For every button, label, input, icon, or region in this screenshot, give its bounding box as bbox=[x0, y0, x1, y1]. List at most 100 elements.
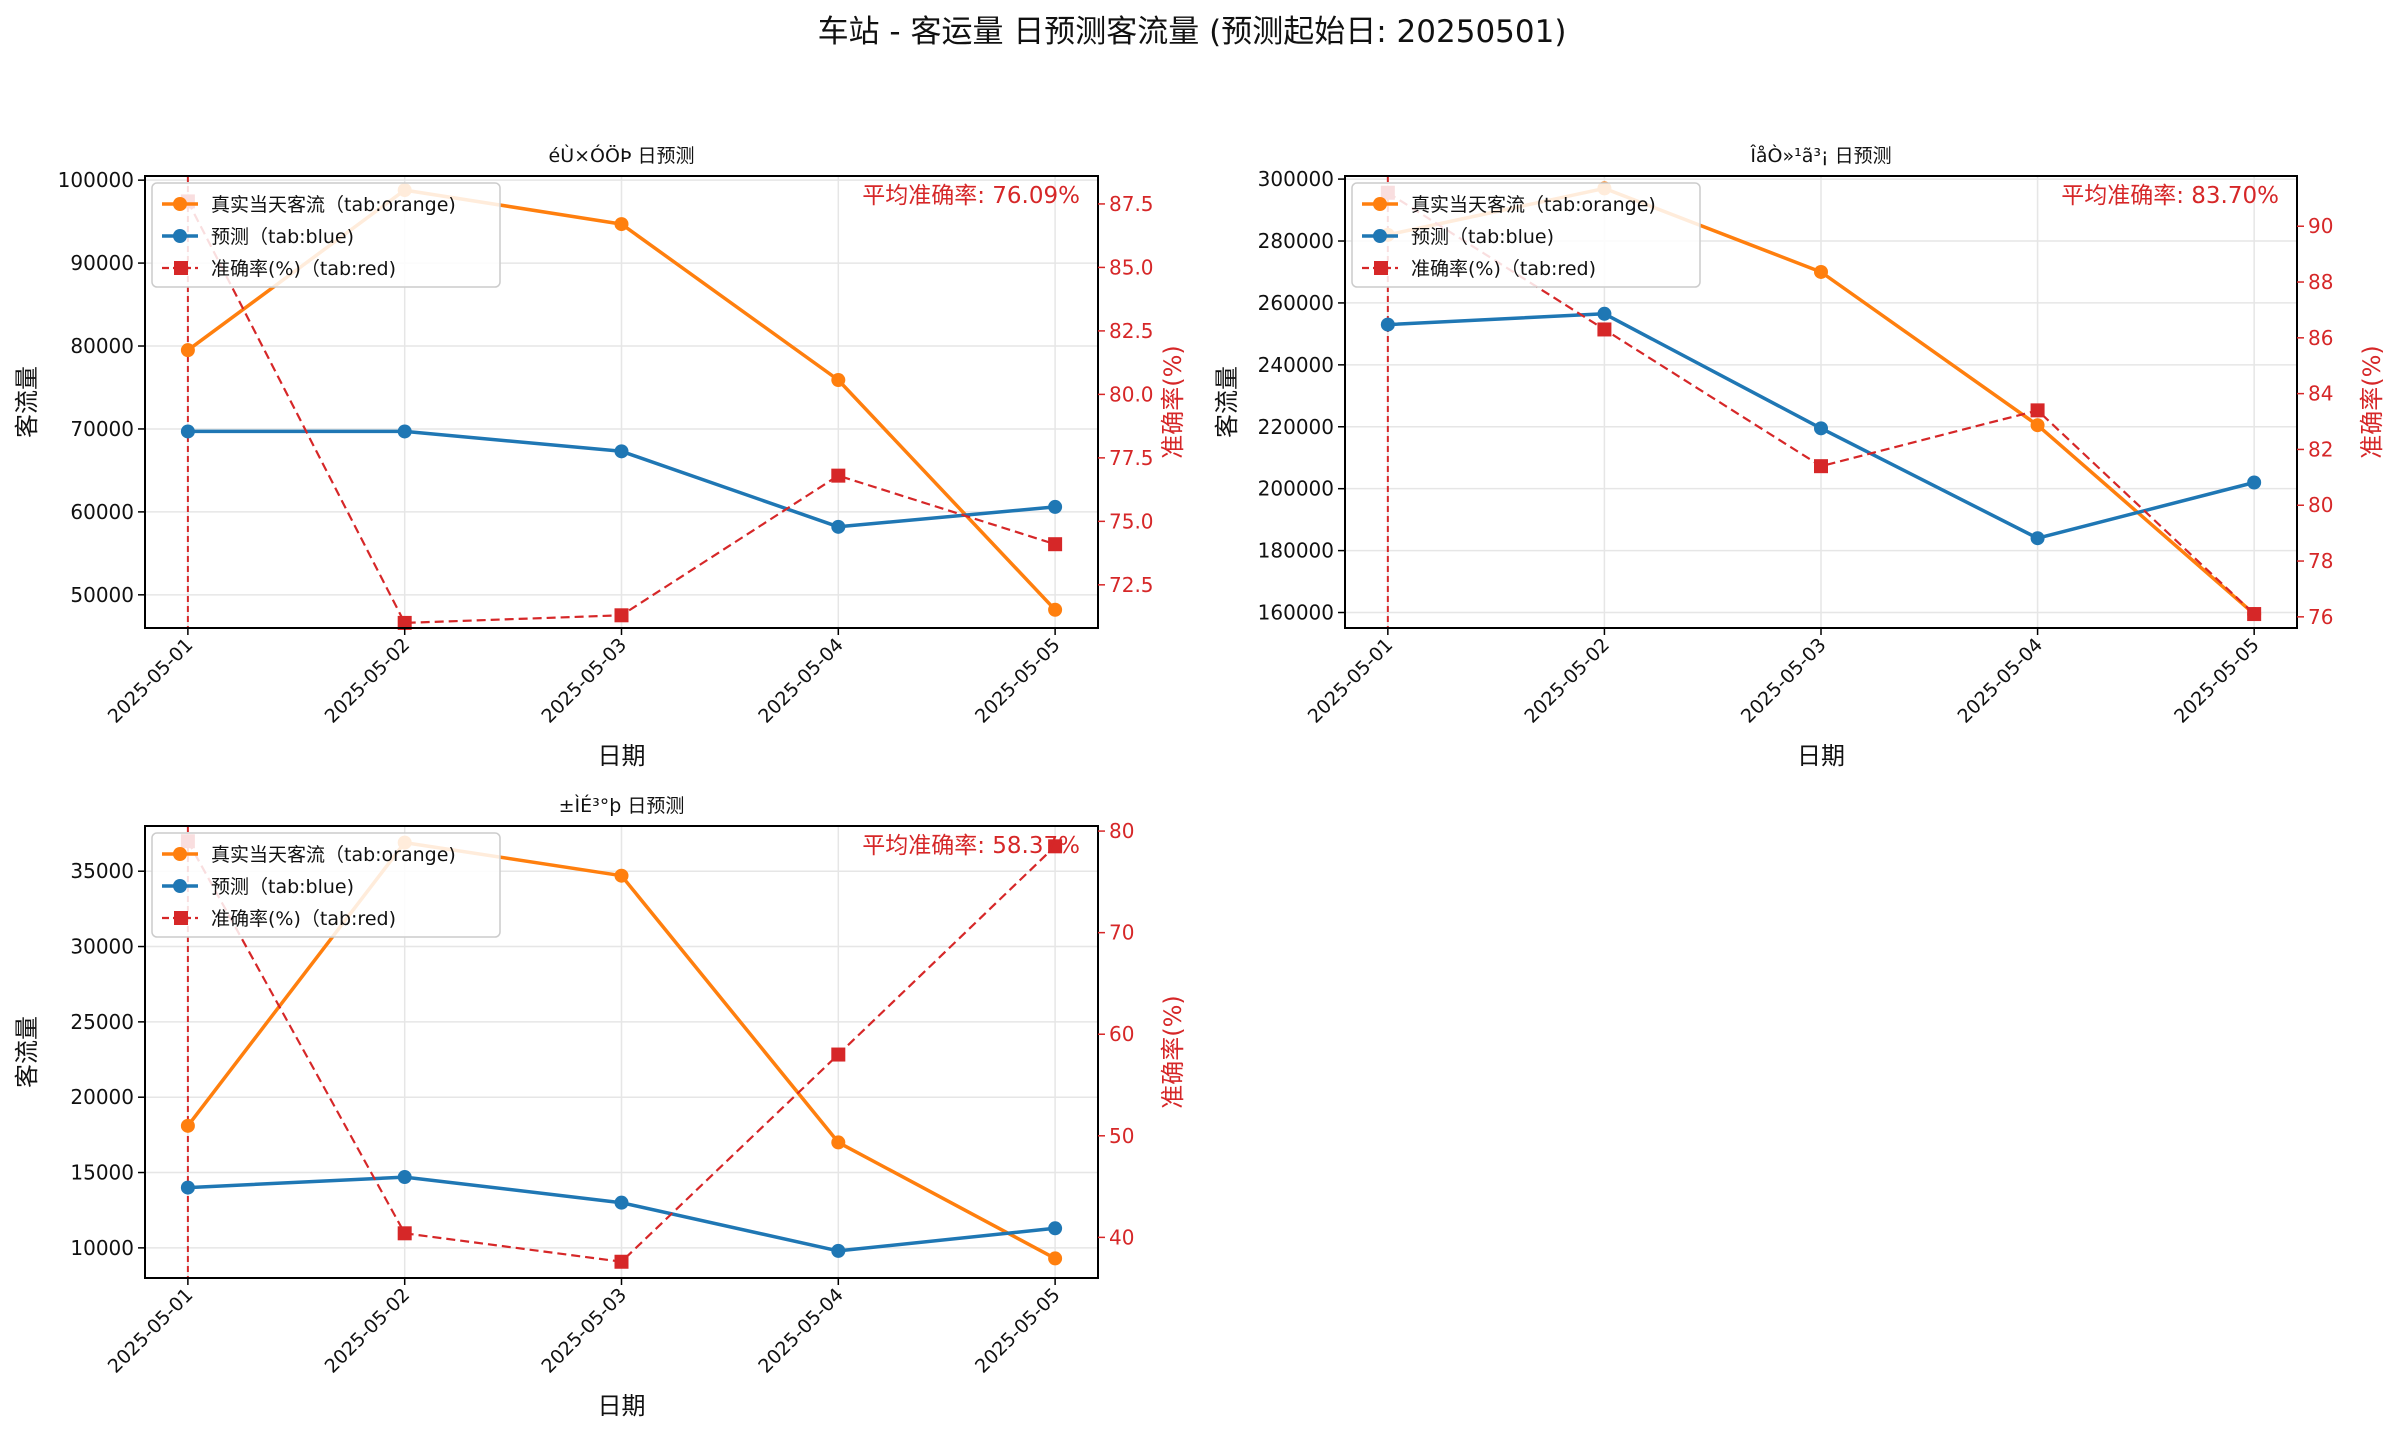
y2-axis-label: 准确率(%) bbox=[2358, 345, 2385, 459]
series-marker-1 bbox=[2030, 418, 2045, 433]
series-marker-2 bbox=[180, 424, 195, 439]
legend: 真实当天客流（tab:orange) 预测（tab:blue) 准确率(%)（tab… bbox=[151, 832, 501, 938]
x-tick-label: 2025-05-04 bbox=[754, 1284, 848, 1378]
y2-tick-label: 77.5 bbox=[1109, 446, 1154, 470]
y-tick-label: 90000 bbox=[70, 251, 134, 275]
legend-label-2: 预测（tab:blue) bbox=[1411, 226, 1554, 248]
series-marker-3 bbox=[397, 1226, 412, 1241]
legend-box bbox=[151, 832, 501, 938]
legend-label-3: 准确率(%)（tab:red) bbox=[1411, 258, 1596, 280]
x-tick-label: 2025-05-05 bbox=[971, 634, 1065, 728]
legend-marker-3 bbox=[174, 261, 188, 275]
y-tick-label: 70000 bbox=[70, 417, 134, 441]
series-marker-3 bbox=[831, 1047, 846, 1062]
y2-axis-label: 准确率(%) bbox=[1159, 995, 1187, 1109]
legend-marker-1 bbox=[173, 847, 187, 861]
subplot-title: ±ÌÉ³°þ 日预测 bbox=[559, 794, 685, 817]
x-tick-label: 2025-05-04 bbox=[1953, 634, 2047, 728]
series-marker-3 bbox=[1048, 537, 1063, 552]
legend-marker-2 bbox=[173, 229, 187, 243]
series-marker-3 bbox=[831, 468, 846, 483]
y-tick-label: 15000 bbox=[70, 1161, 134, 1185]
y-axis-label: 客流量 bbox=[13, 366, 41, 438]
y-axis-label: 客流量 bbox=[13, 1016, 41, 1088]
legend-label-3: 准确率(%)（tab:red) bbox=[211, 908, 396, 930]
y2-tick-label: 72.5 bbox=[1109, 573, 1154, 597]
y-tick-label: 60000 bbox=[70, 500, 134, 524]
series-marker-3 bbox=[1597, 322, 1612, 337]
y-tick-label: 20000 bbox=[70, 1085, 134, 1109]
series-marker-3 bbox=[1048, 839, 1063, 854]
avg-accuracy-annotation: 平均准确率: 83.70% bbox=[2061, 183, 2279, 209]
x-tick-label: 2025-05-01 bbox=[104, 634, 198, 728]
legend: 真实当天客流（tab:orange) 预测（tab:blue) 准确率(%)（tab… bbox=[1351, 182, 1701, 288]
series-marker-2 bbox=[180, 1180, 195, 1195]
y2-tick-label: 80 bbox=[2308, 493, 2333, 517]
x-tick-label: 2025-05-03 bbox=[537, 634, 631, 728]
subplot-3: 10000 15000 20000 25000 30000 35000 40 50 60 70 80… bbox=[13, 794, 1187, 1420]
y-tick-label: 80000 bbox=[70, 334, 134, 358]
series-marker-3 bbox=[614, 608, 629, 623]
series-marker-1 bbox=[614, 217, 629, 232]
x-tick-label: 2025-05-03 bbox=[1737, 634, 1831, 728]
series-marker-1 bbox=[831, 1135, 846, 1150]
y-tick-label: 100000 bbox=[58, 168, 134, 192]
y-tick-label: 25000 bbox=[70, 1010, 134, 1034]
y2-tick-label: 80 bbox=[1109, 819, 1134, 843]
y-tick-label: 220000 bbox=[1258, 415, 1334, 439]
y-tick-label: 160000 bbox=[1258, 601, 1334, 625]
x-tick-label: 2025-05-05 bbox=[2170, 634, 2264, 728]
y-tick-label: 240000 bbox=[1258, 353, 1334, 377]
series-marker-3 bbox=[397, 615, 412, 630]
series-marker-1 bbox=[180, 343, 195, 358]
y2-tick-label: 40 bbox=[1109, 1225, 1134, 1249]
series-marker-2 bbox=[397, 1170, 412, 1185]
series-marker-2 bbox=[1814, 421, 1828, 436]
y-tick-label: 30000 bbox=[70, 935, 134, 959]
series-marker-3 bbox=[2247, 607, 2262, 622]
y2-tick-label: 87.5 bbox=[1109, 192, 1154, 216]
y-tick-label: 50000 bbox=[70, 583, 134, 607]
series-marker-2 bbox=[1597, 306, 1612, 321]
series-marker-2 bbox=[831, 1243, 846, 1258]
x-axis-label: 日期 bbox=[598, 742, 646, 770]
y-tick-label: 260000 bbox=[1258, 291, 1334, 315]
y2-tick-label: 50 bbox=[1109, 1124, 1134, 1148]
y-tick-label: 200000 bbox=[1258, 477, 1334, 501]
y2-tick-label: 80.0 bbox=[1109, 382, 1154, 406]
x-tick-label: 2025-05-01 bbox=[1304, 634, 1398, 728]
legend-marker-1 bbox=[1373, 197, 1387, 211]
y2-tick-label: 88 bbox=[2308, 270, 2333, 294]
series-marker-1 bbox=[831, 373, 846, 388]
legend-marker-2 bbox=[173, 879, 187, 893]
subplot-1: 50000 60000 70000 80000 90000 100000 72.5 75.0 7… bbox=[13, 143, 1187, 770]
series-marker-2 bbox=[1048, 499, 1063, 514]
subplot-2: 160000 180000 200000 220000 240000 260000 2800… bbox=[1213, 143, 2385, 770]
legend-marker-2 bbox=[1373, 229, 1387, 243]
y2-tick-label: 85.0 bbox=[1109, 255, 1154, 279]
series-marker-1 bbox=[180, 1118, 195, 1133]
legend-label-3: 准确率(%)（tab:red) bbox=[211, 258, 396, 280]
y2-tick-label: 82 bbox=[2308, 437, 2333, 461]
x-axis-label: 日期 bbox=[1797, 742, 1845, 770]
series-marker-2 bbox=[397, 424, 412, 439]
y-tick-label: 10000 bbox=[70, 1236, 134, 1260]
legend-marker-3 bbox=[1374, 261, 1388, 275]
figure-suptitle: 车站 - 客运量 日预测客流量 (预测起始日: 20250501) bbox=[818, 14, 1567, 50]
legend-label-1: 真实当天客流（tab:orange) bbox=[211, 194, 456, 216]
y2-axis-label: 准确率(%) bbox=[1159, 345, 1187, 459]
series-marker-1 bbox=[1048, 602, 1063, 617]
y-tick-label: 300000 bbox=[1258, 167, 1334, 191]
series-marker-2 bbox=[2247, 475, 2262, 490]
y2-tick-label: 70 bbox=[1109, 921, 1134, 945]
series-marker-2 bbox=[2030, 531, 2045, 546]
legend-label-2: 预测（tab:blue) bbox=[211, 876, 354, 898]
series-marker-2 bbox=[1048, 1221, 1063, 1236]
legend-label-1: 真实当天客流（tab:orange) bbox=[1411, 194, 1656, 216]
series-marker-1 bbox=[614, 868, 629, 883]
legend-box bbox=[151, 182, 501, 288]
x-tick-label: 2025-05-05 bbox=[971, 1284, 1065, 1378]
y-axis-label: 客流量 bbox=[1213, 366, 1241, 438]
y2-tick-label: 78 bbox=[2308, 549, 2333, 573]
